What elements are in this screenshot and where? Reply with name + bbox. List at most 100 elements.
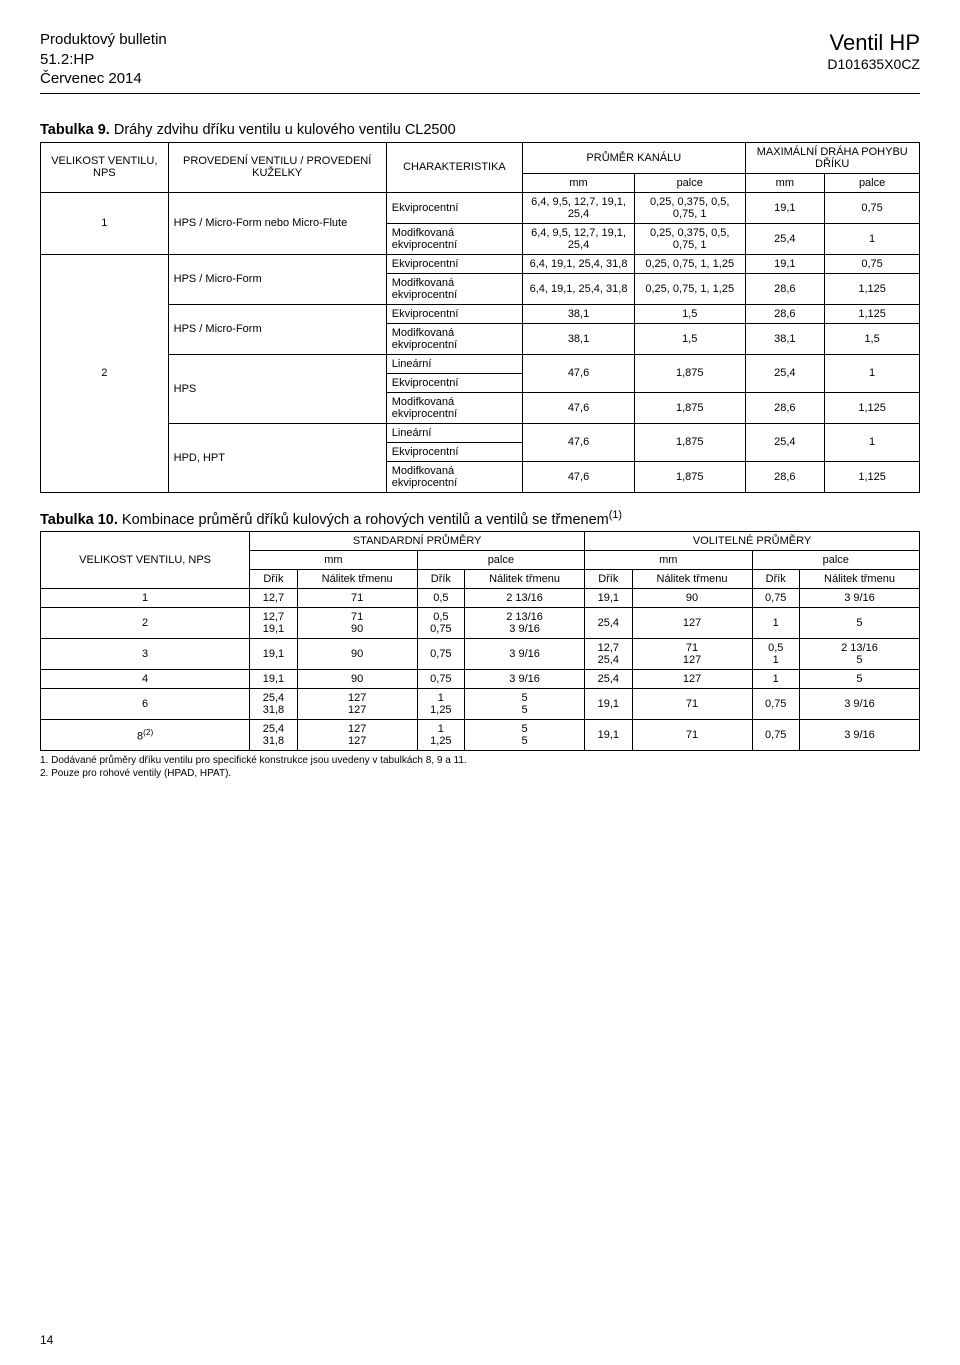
header-right: Ventil HP D101635X0CZ — [827, 30, 920, 72]
t10-cell: 25,431,8 — [250, 720, 297, 751]
t9-prumer-palce: 1,5 — [634, 304, 745, 323]
t10-cell: 19,1 — [585, 589, 632, 608]
t9-prumer-mm: 6,4, 19,1, 25,4, 31,8 — [523, 254, 635, 273]
t9-charakteristika: Ekviprocentní — [386, 254, 522, 273]
t9-h-mm2: mm — [745, 173, 825, 192]
t9-draha-mm: 38,1 — [745, 323, 825, 354]
footnote-1: 1. Dodávané průměry dříku ventilu pro sp… — [40, 755, 920, 768]
t9-prumer-mm: 38,1 — [523, 304, 635, 323]
t9-prumer-palce: 1,875 — [634, 461, 745, 492]
t10-cell: 7190 — [297, 608, 417, 639]
t9-draha-mm: 25,4 — [745, 354, 825, 392]
t9-prumer-mm: 47,6 — [523, 392, 635, 423]
t9-prumer-mm: 47,6 — [523, 461, 635, 492]
t10-cell: 0,50,75 — [417, 608, 464, 639]
t10-cell: 25,431,8 — [250, 689, 297, 720]
table-row: 319,1900,753 9/1612,725,4711270,512 13/1… — [41, 639, 920, 670]
t10-cell: 3 9/16 — [465, 639, 585, 670]
t9-prumer-palce: 1,875 — [634, 423, 745, 461]
t9-draha-mm: 28,6 — [745, 392, 825, 423]
t10-cell: 12,719,1 — [250, 608, 297, 639]
t10-cell: 71 — [632, 689, 752, 720]
t9-nps: 2 — [41, 254, 169, 492]
t10-h-mm1: mm — [250, 551, 417, 570]
t9-h-col5: MAXIMÁLNÍ DRÁHA POHYBU DŘÍKU — [745, 142, 920, 173]
t10-h-d2: Dřík — [417, 570, 464, 589]
table-row: 625,431,812712711,255519,1710,753 9/16 — [41, 689, 920, 720]
t9-prumer-palce: 1,875 — [634, 392, 745, 423]
t9-h-col1: VELIKOST VENTILU, NPS — [41, 142, 169, 192]
t10-nps: 3 — [41, 639, 250, 670]
t9-charakteristika: Ekviprocentní — [386, 373, 522, 392]
t10-cell: 1 — [752, 670, 799, 689]
t10-cell: 71 — [297, 589, 417, 608]
t9-prumer-mm: 6,4, 9,5, 12,7, 19,1, 25,4 — [523, 223, 635, 254]
t10-cell: 19,1 — [585, 720, 632, 751]
t10-h-n4: Nálitek třmenu — [799, 570, 919, 589]
t10-cell: 3 9/16 — [799, 589, 919, 608]
t10-nps: 8(2) — [41, 720, 250, 751]
t10-h-mm2: mm — [585, 551, 752, 570]
table-row: HPD, HPTLineární47,61,87525,41 — [41, 423, 920, 442]
t9-h-col2: PROVEDENÍ VENTILU / PROVEDENÍ KUŽELKY — [168, 142, 386, 192]
t9-prumer-mm: 38,1 — [523, 323, 635, 354]
t10-cell: 2 13/165 — [799, 639, 919, 670]
t9-prumer-palce: 0,25, 0,375, 0,5, 0,75, 1 — [634, 192, 745, 223]
t9-draha-mm: 28,6 — [745, 304, 825, 323]
t9-draha-mm: 28,6 — [745, 273, 825, 304]
t10-h-d4: Dřík — [752, 570, 799, 589]
t10-cell: 19,1 — [585, 689, 632, 720]
t10-cell: 11,25 — [417, 689, 464, 720]
t10-cell: 0,75 — [752, 720, 799, 751]
t9-draha-mm: 19,1 — [745, 254, 825, 273]
header-code: D101635X0CZ — [827, 56, 920, 72]
t10-cell: 3 9/16 — [799, 689, 919, 720]
t10-cell: 11,25 — [417, 720, 464, 751]
t9-h-mm1: mm — [523, 173, 635, 192]
t9-draha-mm: 19,1 — [745, 192, 825, 223]
t9-prumer-palce: 1,875 — [634, 354, 745, 392]
t10-cell: 0,5 — [417, 589, 464, 608]
t9-draha-palce: 1 — [825, 354, 920, 392]
t10-cell: 90 — [297, 670, 417, 689]
table-row: 419,1900,753 9/1625,412715 — [41, 670, 920, 689]
table9-caption: Tabulka 9. Dráhy zdvihu dříku ventilu u … — [40, 122, 920, 138]
t10-cell: 19,1 — [250, 639, 297, 670]
t10-cell: 19,1 — [250, 670, 297, 689]
header-left: Produktový bulletin 51.2:HP Červenec 201… — [40, 30, 167, 89]
t9-charakteristika: Modifkovaná ekviprocentní — [386, 323, 522, 354]
t9-charakteristika: Modifkovaná ekviprocentní — [386, 392, 522, 423]
t10-nps: 6 — [41, 689, 250, 720]
t10-cell: 127 — [632, 670, 752, 689]
t10-cell: 3 9/16 — [799, 720, 919, 751]
t9-draha-palce: 1 — [825, 223, 920, 254]
t10-cell: 25,4 — [585, 608, 632, 639]
t9-charakteristika: Lineární — [386, 354, 522, 373]
t10-h-n1: Nálitek třmenu — [297, 570, 417, 589]
t10-h-d1: Dřík — [250, 570, 297, 589]
page-number: 14 — [40, 1333, 53, 1347]
t10-cell: 0,51 — [752, 639, 799, 670]
t10-cell: 71 — [632, 720, 752, 751]
t10-nps: 2 — [41, 608, 250, 639]
table-row: 8(2)25,431,812712711,255519,1710,753 9/1… — [41, 720, 920, 751]
t10-h-pal1: palce — [417, 551, 584, 570]
t9-provedeni: HPS / Micro-Form nebo Micro-Flute — [168, 192, 386, 254]
t10-cell: 3 9/16 — [465, 670, 585, 689]
table-row: HPSLineární47,61,87525,41 — [41, 354, 920, 373]
table10-caption-rest: Kombinace průměrů dříků kulových a rohov… — [118, 511, 609, 527]
t9-draha-palce: 1,125 — [825, 461, 920, 492]
table9: VELIKOST VENTILU, NPS PROVEDENÍ VENTILU … — [40, 142, 920, 493]
t9-h-col3: CHARAKTERISTIKA — [386, 142, 522, 192]
t9-charakteristika: Ekviprocentní — [386, 304, 522, 323]
t9-draha-palce: 1,125 — [825, 273, 920, 304]
t10-cell: 25,4 — [585, 670, 632, 689]
t9-provedeni: HPS — [168, 354, 386, 423]
t10-cell: 0,75 — [752, 689, 799, 720]
t10-cell: 90 — [632, 589, 752, 608]
t10-cell: 2 13/163 9/16 — [465, 608, 585, 639]
t10-cell: 55 — [465, 720, 585, 751]
table9-caption-bold: Tabulka 9. — [40, 122, 110, 138]
t10-cell: 0,75 — [752, 589, 799, 608]
t9-h-pal1: palce — [634, 173, 745, 192]
